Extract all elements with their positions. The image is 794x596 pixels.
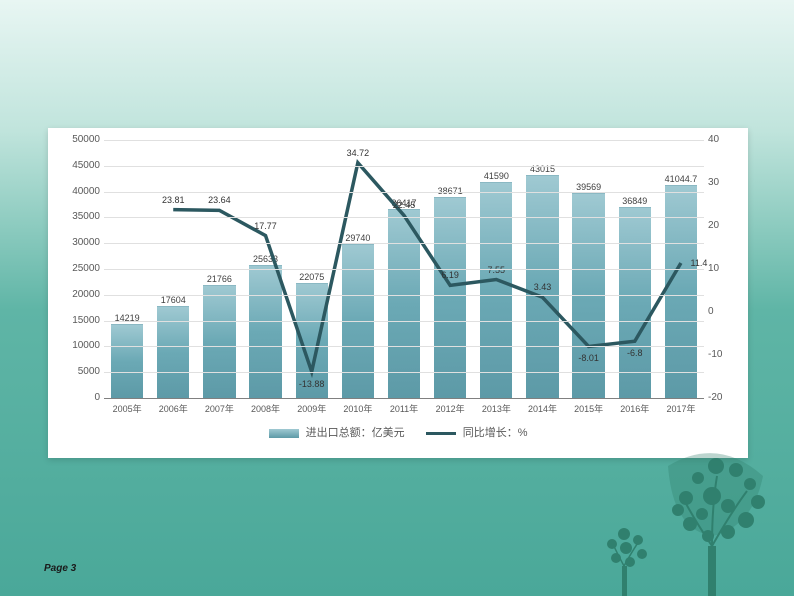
- x-axis-labels: 2005年2006年2007年2008年2009年2010年2011年2012年…: [104, 402, 704, 418]
- legend-label-bar: 进出口总额：亿美元: [306, 427, 405, 439]
- combo-chart: 0500010000150002000025000300003500040000…: [48, 128, 748, 458]
- slide-root: 0500010000150002000025000300003500040000…: [0, 0, 794, 596]
- page-number: Page 3: [44, 563, 76, 574]
- legend-swatch-line: [426, 432, 456, 435]
- plot-area: 1421917604217662563322075297403641738671…: [104, 140, 704, 399]
- legend-swatch-bar: [269, 429, 299, 438]
- chart-legend: 进出口总额：亿美元 同比增长：%: [48, 424, 748, 440]
- legend-label-line: 同比增长：%: [463, 427, 528, 439]
